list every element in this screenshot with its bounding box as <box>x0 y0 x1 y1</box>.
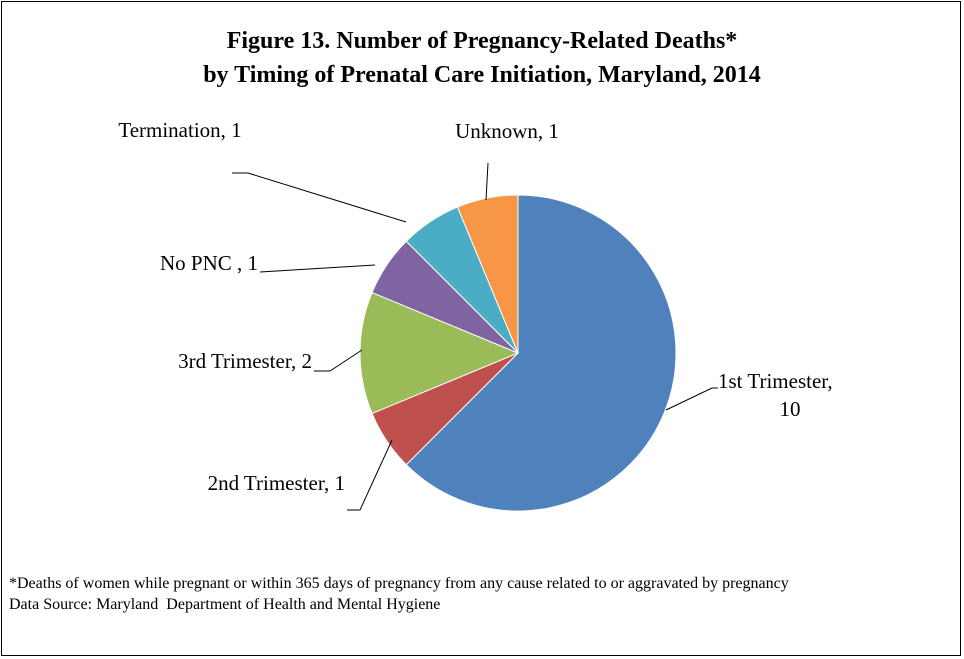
leader-line <box>347 439 393 511</box>
chart-subtitle: by Timing of Prenatal Care Initiation, M… <box>203 62 761 88</box>
leader-line <box>259 264 376 273</box>
data-label-line: 1st Trimester, <box>718 369 833 393</box>
data-label-line: 10 <box>780 397 801 421</box>
data-label: No PNC , 1 <box>160 251 258 275</box>
footnote: *Deaths of women while pregnant or withi… <box>9 575 789 592</box>
leader-line <box>665 387 718 411</box>
data-label: Unknown, 1 <box>455 119 559 143</box>
data-label: Termination, 1 <box>118 118 241 142</box>
leader-line <box>485 162 489 201</box>
pie-slice <box>456 194 519 354</box>
source: Data Source: Maryland Department of Heal… <box>9 596 441 613</box>
pie-slice <box>405 194 677 512</box>
data-label: 3rd Trimester, 2 <box>178 349 312 373</box>
pie-slice <box>359 291 520 415</box>
chart-title: Figure 13. Number of Pregnancy-Related D… <box>227 28 738 54</box>
data-label: 1st Trimester, 10 <box>718 369 833 421</box>
leader-line <box>232 172 407 223</box>
data-label: 2nd Trimester, 1 <box>208 471 345 495</box>
leader-line <box>314 349 363 372</box>
notes: *Deaths of women while pregnant or withi… <box>9 573 949 615</box>
